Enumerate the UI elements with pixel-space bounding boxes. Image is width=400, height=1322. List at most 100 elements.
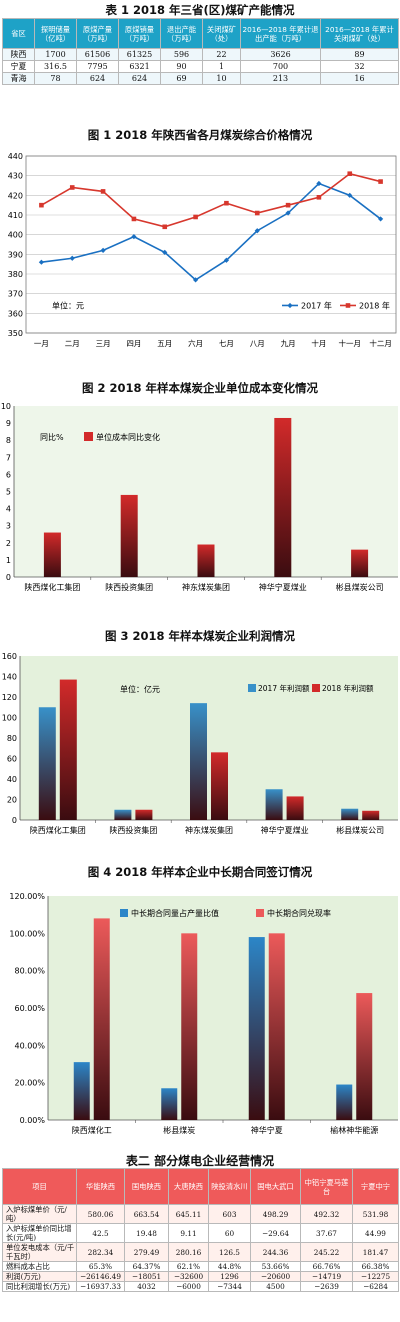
- table1-cell: 596: [161, 49, 203, 61]
- table1-cell: 3626: [241, 49, 321, 61]
- table2-cell: 4500: [251, 1282, 301, 1292]
- table1-cell: 69: [161, 73, 203, 85]
- table2-cell: 1296: [209, 1272, 251, 1282]
- fig4-chart: 0.00%20.00%40.00%60.00%80.00%100.00%120.…: [0, 888, 400, 1150]
- y-tick-label: 2: [6, 539, 11, 548]
- table2-cell: 62.1%: [169, 1262, 209, 1272]
- y-tick-label: 5: [6, 488, 11, 497]
- table-row: 入炉标煤单价同比增长(元/吨) 42.5 19.48 9.11 60 −29.64 37.6…: [3, 1224, 399, 1243]
- data-point: [162, 225, 167, 230]
- y-tick-label: 60.00%: [14, 1004, 45, 1013]
- table1-cell: 1: [203, 61, 241, 73]
- x-tick-label: 六月: [188, 338, 203, 348]
- table1-cell: 624: [77, 73, 119, 85]
- table2-header-cell: 国电大武口: [251, 1169, 301, 1205]
- table2-header-cell: 宁夏中宁: [353, 1169, 399, 1205]
- y-tick-label: 4: [6, 505, 11, 514]
- y-tick-label: 9: [6, 419, 11, 428]
- fig1-title: 图 1 2018 年陕西省各月煤炭综合价格情况: [0, 127, 400, 143]
- table1-cell: 624: [119, 73, 161, 85]
- series-line: [41, 174, 380, 227]
- table2-header-cell: 国电陕西: [125, 1169, 169, 1205]
- y-tick-label: 20: [7, 796, 17, 805]
- table2-cell: 492.32: [301, 1205, 353, 1224]
- table-row: 陕西 1700 61506 61325 596 22 3626 89: [3, 49, 399, 61]
- table2-cell: 同比利润增长(万元): [3, 1282, 77, 1292]
- table1-header-cell: 关闭煤矿（处）: [203, 19, 241, 49]
- x-tick-label: 十一月: [339, 338, 362, 348]
- y-tick-label: 1: [6, 556, 11, 565]
- y-tick-label: 100: [2, 714, 17, 723]
- table-row: 青海 78 624 624 69 10 213 16: [3, 73, 399, 85]
- bar: [266, 789, 283, 820]
- table1-cell: 32: [321, 61, 399, 73]
- table2-cell: 66.76%: [301, 1262, 353, 1272]
- table2-cell: −14719: [301, 1272, 353, 1282]
- table2-cell: 498.29: [251, 1205, 301, 1224]
- table2-cell: 64.37%: [125, 1262, 169, 1272]
- table2-header-cell: 项目: [3, 1169, 77, 1205]
- x-tick-label: 三月: [96, 339, 111, 348]
- x-tick-label: 陕西煤化工集团: [24, 582, 80, 592]
- table1-cell: 1700: [35, 49, 77, 61]
- y-tick-label: 410: [8, 211, 23, 220]
- bar: [249, 937, 265, 1120]
- table2-cell: −18051: [125, 1272, 169, 1282]
- x-tick-label: 神华宁夏煤业: [261, 825, 309, 835]
- bar: [362, 811, 379, 820]
- y-tick-label: 400: [8, 231, 23, 240]
- table1-header-cell: 省区: [3, 19, 35, 49]
- y-tick-label: 80: [7, 734, 17, 743]
- fig1-chart: 350 360 370 380 390 400 410 420 430 440 一月 二月 三月 四月 五月…: [0, 150, 400, 358]
- table1-cell: 700: [241, 61, 321, 73]
- bar: [190, 703, 207, 820]
- x-tick-label: 彬县煤炭公司: [336, 825, 384, 835]
- x-tick-label: 陕西煤化工集团: [30, 825, 86, 835]
- bar: [121, 495, 138, 577]
- bar: [269, 933, 285, 1120]
- x-tick-label: 陕西煤化工: [72, 1125, 112, 1135]
- table2-cell: 603: [209, 1205, 251, 1224]
- x-tick-label: 神华宁夏煤业: [259, 582, 307, 592]
- table2-cell: 645.11: [169, 1205, 209, 1224]
- x-tick-label: 一月: [34, 339, 49, 348]
- y-tick-label: 8: [6, 436, 11, 445]
- table2-cell: 燃料成本占比: [3, 1262, 77, 1272]
- legend-swatch: [248, 684, 256, 692]
- unit-label: 单位：亿元: [120, 684, 160, 694]
- table-row: 单位发电成本（元/千千瓦时） 282.34 279.49 280.16 126.5 244…: [3, 1243, 399, 1262]
- table1-header-row: 省区 探明储量（亿吨） 原煤产量（万吨） 原煤销量（万吨） 退出产能（万吨） 关闭煤矿（处…: [3, 19, 399, 49]
- legend-marker: [287, 303, 292, 308]
- table-row: 利润(万元) −26146.49 −18051 −32600 1296 −20600 −14…: [3, 1272, 399, 1282]
- x-tick-label: 彬县煤炭: [163, 1125, 195, 1135]
- unit-label: 单位：元: [52, 300, 84, 310]
- table1-cell: 90: [161, 61, 203, 73]
- table-row: 同比利润增长(万元) −16937.33 4032 −6000 −7344 4500 −26…: [3, 1282, 399, 1292]
- legend-swatch: [84, 432, 93, 441]
- table2-cell: 580.06: [77, 1205, 125, 1224]
- y-tick-label: 60: [7, 755, 17, 764]
- fig2-chart: 012345678910陕西煤化工集团 陕西投资集团 神东煤炭集团 神华宁夏煤业 彬县煤…: [0, 400, 400, 608]
- legend-marker: [346, 303, 351, 308]
- legend-label: 中长期合同量占产量比值: [131, 908, 219, 918]
- data-point: [193, 215, 198, 220]
- x-tick-label: 八月: [250, 339, 265, 348]
- table2-cell: 入炉标煤单价（元/吨）: [3, 1205, 77, 1224]
- bar: [198, 545, 215, 577]
- table2-cell: 60: [209, 1224, 251, 1243]
- data-point: [39, 260, 44, 265]
- bar: [211, 752, 228, 820]
- y-tick-label: 370: [8, 290, 23, 299]
- data-point: [286, 203, 291, 208]
- table2-header-row: 项目 华能陕西 国电陕西 大唐陕西 陕投清水川 国电大武口 中铝宁夏马莲台 宁夏中宁: [3, 1169, 399, 1205]
- x-tick-label: 十二月: [369, 338, 392, 348]
- y-tick-label: 140: [2, 673, 17, 682]
- bar: [351, 550, 368, 577]
- table-row: 宁夏 316.5 7795 6321 90 1 700 32: [3, 61, 399, 73]
- bar: [39, 707, 56, 820]
- table2-cell: −12275: [353, 1272, 399, 1282]
- y-tick-label: 380: [8, 270, 23, 279]
- x-tick-label: 九月: [281, 339, 296, 348]
- y-tick-label: 120.00%: [9, 892, 45, 901]
- bar: [60, 680, 77, 820]
